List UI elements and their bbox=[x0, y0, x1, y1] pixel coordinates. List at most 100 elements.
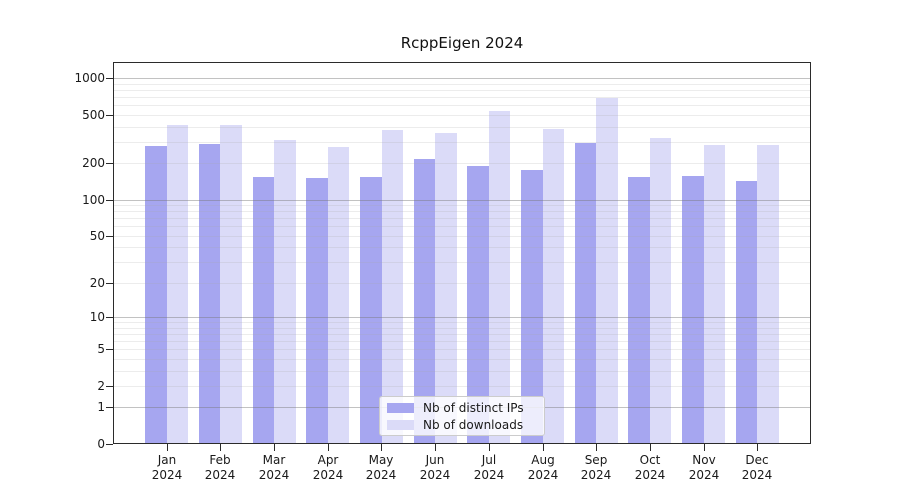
gridline-minor-500 bbox=[113, 114, 811, 116]
gridline-minor-30 bbox=[113, 262, 811, 264]
y-axis-tick-label-10: 10 bbox=[89, 310, 105, 324]
month-label: Oct bbox=[639, 453, 661, 467]
month-label: Nov bbox=[692, 453, 716, 467]
x-axis-tick-apr bbox=[328, 444, 329, 451]
x-axis-tick-label-may: May 2024 bbox=[346, 453, 416, 483]
bar-nb-of-downloads-oct bbox=[649, 137, 672, 444]
year-label: 2024 bbox=[580, 468, 612, 482]
bar-nb-of-downloads-sep bbox=[596, 98, 618, 444]
y-axis-tick-10 bbox=[106, 317, 113, 318]
year-label: 2024 bbox=[312, 468, 344, 482]
month-label: Feb bbox=[209, 453, 231, 467]
x-axis-tick-oct bbox=[650, 444, 651, 451]
month-label: Apr bbox=[317, 453, 339, 467]
gridline-minor-9 bbox=[113, 322, 811, 324]
legend-swatch-nb-of-downloads bbox=[387, 419, 414, 430]
month-label: Dec bbox=[745, 453, 769, 467]
y-axis-tick-1 bbox=[106, 407, 113, 408]
month-label: Sep bbox=[584, 453, 608, 467]
gridline-minor-80 bbox=[113, 211, 811, 213]
month-label: Jan bbox=[157, 453, 177, 467]
y-axis-tick-label-0: 0 bbox=[97, 437, 105, 451]
bar-nb-of-downloads-feb bbox=[220, 124, 242, 444]
y-axis-tick-label-100: 100 bbox=[82, 193, 105, 207]
bar-nb-of-downloads-dec bbox=[757, 145, 779, 444]
month-label: Aug bbox=[531, 453, 555, 467]
x-axis-tick-label-mar: Mar 2024 bbox=[239, 453, 309, 483]
gridline-minor-200 bbox=[113, 163, 811, 165]
gridline-major-100 bbox=[113, 199, 811, 201]
legend-label: Nb of distinct IPs bbox=[423, 400, 524, 415]
year-label: 2024 bbox=[151, 468, 183, 482]
gridline-minor-400 bbox=[113, 126, 811, 128]
y-axis-tick-label-1: 1 bbox=[97, 400, 105, 414]
y-axis-tick-2 bbox=[106, 386, 113, 387]
x-axis-tick-label-aug: Aug 2024 bbox=[508, 453, 578, 483]
x-axis-tick-mar bbox=[274, 444, 275, 451]
legend-swatch-nb-of-distinct-ips bbox=[387, 402, 414, 413]
x-axis-tick-feb bbox=[220, 444, 221, 451]
bar-nb-of-downloads-may bbox=[381, 130, 403, 444]
y-axis-tick-200 bbox=[106, 163, 113, 164]
month-label: Jul bbox=[481, 453, 497, 467]
year-label: 2024 bbox=[634, 468, 666, 482]
month-label: May bbox=[368, 453, 394, 467]
gridline-minor-50 bbox=[113, 235, 811, 237]
gridline-minor-800 bbox=[113, 89, 811, 91]
legend-label: Nb of downloads bbox=[423, 417, 524, 432]
x-axis-tick-label-apr: Apr 2024 bbox=[293, 453, 363, 483]
y-axis-tick-label-500: 500 bbox=[82, 108, 105, 122]
x-axis-tick-label-dec: Dec 2024 bbox=[722, 453, 792, 483]
gridline-minor-6 bbox=[113, 340, 811, 342]
gridline-minor-20 bbox=[113, 282, 811, 284]
year-label: 2024 bbox=[258, 468, 290, 482]
y-axis-tick-20 bbox=[106, 283, 113, 284]
y-axis-tick-label-2: 2 bbox=[97, 379, 105, 393]
gridline-minor-3 bbox=[113, 370, 811, 372]
gridline-minor-300 bbox=[113, 141, 811, 143]
x-axis-tick-label-nov: Nov 2024 bbox=[669, 453, 739, 483]
bar-nb-of-downloads-apr bbox=[327, 146, 350, 444]
y-axis-tick-500 bbox=[106, 115, 113, 116]
bar-nb-of-distinct-ips-jan bbox=[145, 146, 167, 444]
month-label: Jun bbox=[425, 453, 445, 467]
chart-title: RcppEigen 2024 bbox=[400, 34, 524, 52]
x-axis-tick-aug bbox=[543, 444, 544, 451]
x-axis-tick-sep bbox=[596, 444, 597, 451]
year-label: 2024 bbox=[204, 468, 236, 482]
legend-item-nb-of-distinct-ips: Nb of distinct IPs bbox=[387, 401, 537, 415]
year-label: 2024 bbox=[527, 468, 559, 482]
gridline-minor-60 bbox=[113, 226, 811, 228]
gridline-minor-900 bbox=[113, 83, 811, 85]
x-axis-tick-label-jan: Jan 2024 bbox=[132, 453, 202, 483]
legend-item-nb-of-downloads: Nb of downloads bbox=[387, 418, 537, 432]
gridline-minor-90 bbox=[113, 205, 811, 207]
legend: Nb of distinct IPs Nb of downloads bbox=[379, 396, 545, 436]
x-axis-tick-may bbox=[381, 444, 382, 451]
x-axis-tick-dec bbox=[757, 444, 758, 451]
gridline-minor-70 bbox=[113, 218, 811, 220]
gridline-minor-2 bbox=[113, 385, 811, 387]
bar-nb-of-distinct-ips-dec bbox=[735, 181, 758, 444]
bar-nb-of-downloads-jan bbox=[166, 124, 189, 444]
y-axis-tick-label-1000: 1000 bbox=[74, 71, 105, 85]
y-axis-tick-1000 bbox=[106, 78, 113, 79]
bar-nb-of-downloads-jul bbox=[488, 110, 511, 444]
year-label: 2024 bbox=[741, 468, 773, 482]
x-axis-tick-label-jul: Jul 2024 bbox=[454, 453, 524, 483]
bar-nb-of-distinct-ips-jul bbox=[467, 165, 489, 444]
y-axis-tick-50 bbox=[106, 236, 113, 237]
bar-nb-of-distinct-ips-mar bbox=[252, 176, 275, 444]
year-label: 2024 bbox=[419, 468, 451, 482]
year-label: 2024 bbox=[688, 468, 720, 482]
y-axis-tick-label-5: 5 bbox=[97, 342, 105, 356]
y-axis-tick-label-200: 200 bbox=[82, 156, 105, 170]
month-label: Mar bbox=[262, 453, 286, 467]
y-axis-tick-5 bbox=[106, 349, 113, 350]
gridline-minor-700 bbox=[113, 97, 811, 98]
x-axis-tick-jun bbox=[435, 444, 436, 451]
bar-nb-of-distinct-ips-aug bbox=[521, 169, 543, 444]
bar-nb-of-distinct-ips-feb bbox=[198, 144, 221, 444]
bar-nb-of-distinct-ips-jun bbox=[413, 159, 436, 444]
